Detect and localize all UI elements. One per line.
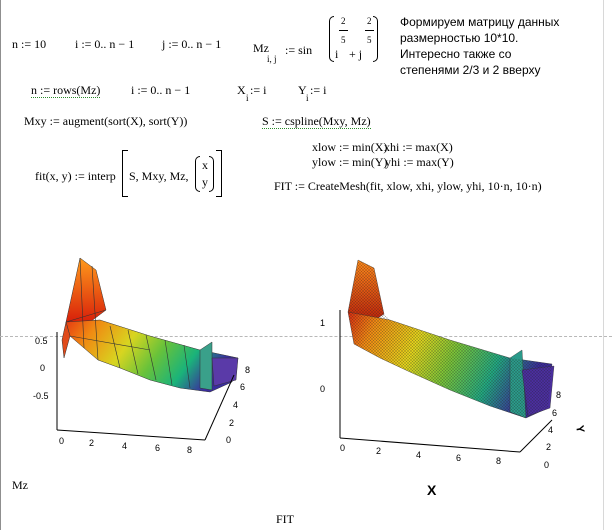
paren-right (373, 16, 378, 62)
fit-args: S, Mxy, Mz, (129, 169, 189, 183)
svg-text:0: 0 (320, 384, 325, 394)
y-lhs: Y (298, 83, 307, 97)
surface-side-face (199, 341, 213, 391)
axes-left (56, 332, 235, 441)
exp-i-fraction-bar (339, 30, 348, 31)
svg-text:8: 8 (245, 365, 250, 375)
surface-gridlines (65, 257, 191, 389)
svg-text:0: 0 (544, 460, 549, 470)
plot-fit[interactable]: 1 0 0 2 4 6 8 X 0 2 4 6 8 Y (300, 240, 612, 505)
svg-text:2: 2 (546, 442, 551, 452)
mz-plus-j: + j (349, 47, 363, 61)
bracket-left (122, 150, 128, 197)
exp-i-num: 2 (341, 16, 346, 26)
region-x-def[interactable]: X i := i (237, 83, 277, 103)
z-ticks-right: 1 0 (320, 318, 325, 394)
mz-base-i: i (335, 47, 339, 61)
svg-text:2: 2 (89, 438, 94, 448)
y-ticks-left: 0 2 4 6 8 (226, 365, 250, 445)
surface-peak (65, 257, 107, 323)
y-rhs: := i (310, 83, 327, 97)
region-fit-mesh[interactable]: FIT := CreateMesh(fit, xlow, xhi, ylow, … (274, 179, 542, 193)
svg-text:8: 8 (556, 390, 561, 400)
svg-text:6: 6 (155, 443, 160, 453)
region-n-def[interactable]: n := 10 (12, 37, 47, 51)
region-yhi[interactable]: yhi := max(Y) (385, 155, 454, 169)
x-lhs: X (237, 83, 246, 97)
bracket-right (216, 150, 222, 197)
svg-text:8: 8 (496, 456, 501, 466)
region-ylow[interactable]: ylow := min(Y) (312, 155, 388, 169)
exp-j-num: 2 (367, 16, 372, 26)
region-j-range[interactable]: j := 0.. n − 1 (162, 37, 222, 51)
surface-dip (211, 357, 239, 387)
svg-text:6: 6 (456, 453, 461, 463)
svg-text:0: 0 (40, 363, 45, 373)
svg-text:6: 6 (552, 408, 557, 418)
region-i-range2[interactable]: i := 0.. n − 1 (131, 83, 191, 97)
svg-text:0: 0 (340, 443, 345, 453)
fit-lhs: fit(x, y) := interp (35, 169, 116, 183)
plot-fit-label[interactable]: FIT (276, 512, 294, 526)
mz-assign: := sin (285, 43, 313, 57)
region-rows-def[interactable]: n := rows(Mz) (31, 83, 101, 98)
fit-mesh-texture (348, 260, 552, 418)
comment-text[interactable]: Формируем матрицу данных размерностью 10… (400, 15, 560, 77)
exp-j-fraction-bar (365, 30, 374, 31)
plot-mz-label[interactable]: Mz (12, 478, 28, 492)
y-sub: i (306, 93, 309, 103)
x-rhs: := i (250, 83, 267, 97)
plot-mz[interactable]: 0.5 0 -0.5 0 2 4 6 8 0 2 4 6 8 (0, 240, 260, 470)
vec-paren-left (195, 156, 200, 192)
paren-left (329, 16, 334, 62)
surface-left-face (61, 321, 71, 359)
region-mz-def[interactable]: Mz i, j := sin i 2 5 + j 2 5 (250, 10, 380, 70)
svg-text:0.5: 0.5 (35, 336, 48, 346)
svg-text:2: 2 (376, 446, 381, 456)
svg-text:8: 8 (187, 445, 192, 455)
svg-text:4: 4 (548, 425, 553, 435)
vec-top: x (202, 158, 208, 172)
region-xlow[interactable]: xlow := min(X) (312, 140, 388, 154)
svg-text:0: 0 (59, 436, 64, 446)
exp-j-den: 5 (367, 35, 372, 45)
svg-text:-0.5: -0.5 (33, 391, 49, 401)
region-y-def[interactable]: Y i := i (298, 83, 338, 103)
x-ticks-right: 0 2 4 6 8 (340, 443, 501, 466)
region-xhi[interactable]: xhi := max(X) (384, 140, 453, 154)
region-i-range[interactable]: i := 0.. n − 1 (75, 37, 135, 51)
vec-paren-right (209, 156, 214, 192)
svg-text:4: 4 (416, 450, 421, 460)
vec-bottom: y (202, 175, 208, 189)
page-break-line (0, 336, 612, 337)
left-margin-line (0, 0, 1, 530)
region-s-def[interactable]: S := cspline(Mxy, Mz) (262, 114, 371, 129)
z-ticks-left: 0.5 0 -0.5 (33, 336, 49, 401)
svg-text:6: 6 (240, 382, 245, 392)
x-axis-title: X (427, 482, 437, 498)
svg-text:0: 0 (226, 435, 231, 445)
svg-text:4: 4 (122, 441, 127, 451)
region-mxy-def[interactable]: Mxy := augment(sort(X), sort(Y)) (24, 114, 188, 128)
svg-text:4: 4 (233, 400, 238, 410)
right-margin-line (603, 0, 604, 530)
x-ticks-left: 0 2 4 6 8 (59, 436, 192, 455)
mz-lhs: Mz (253, 41, 269, 55)
y-ticks-right: 0 2 4 6 8 (544, 390, 561, 470)
y-axis-title: Y (573, 424, 586, 434)
axes-right (339, 310, 553, 453)
svg-text:2: 2 (229, 418, 234, 428)
x-sub: i (246, 93, 249, 103)
surface-main (65, 319, 239, 393)
svg-text:1: 1 (320, 318, 325, 328)
mz-sub: i, j (267, 54, 277, 64)
region-fit-def[interactable]: fit(x, y) := interp S, Mxy, Mz, x y (35, 150, 235, 200)
exp-i-den: 5 (341, 35, 346, 45)
